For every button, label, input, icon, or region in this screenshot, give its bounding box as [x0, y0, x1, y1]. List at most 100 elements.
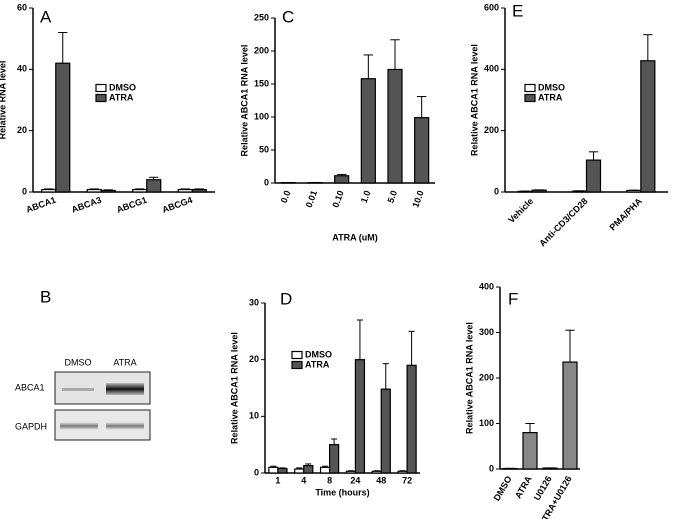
- y-tick-label: 200: [254, 45, 269, 55]
- y-tick-label: 50: [259, 144, 269, 154]
- bar: [41, 188, 57, 193]
- y-tick-label: 400: [479, 281, 494, 291]
- bar: [177, 188, 193, 193]
- bar: [371, 470, 382, 474]
- panel-label: F: [508, 289, 518, 308]
- y-tick-label: 400: [484, 64, 499, 74]
- legend-swatch: [524, 93, 536, 103]
- y-tick-label: 30: [249, 297, 259, 307]
- bar: [387, 68, 403, 184]
- x-tick-label: 4: [301, 475, 306, 485]
- bar: [345, 470, 357, 474]
- x-tick-label: ABCA3: [70, 195, 103, 215]
- bar: [531, 189, 547, 193]
- bar: [360, 78, 376, 184]
- bar: [268, 466, 279, 474]
- y-tick-label: 20: [249, 354, 259, 364]
- y-axis-label: Relative ABCA1 RNA level: [229, 332, 239, 444]
- y-tick-label: 40: [17, 64, 27, 74]
- x-tick-label: 1: [275, 475, 280, 485]
- bar: [86, 188, 102, 193]
- y-tick-label: 0: [22, 186, 27, 196]
- panel-label: A: [40, 7, 52, 26]
- y-tick-label: 250: [254, 12, 269, 22]
- legend-label: DMSO: [305, 349, 332, 359]
- blot-band: [60, 422, 98, 430]
- legend-swatch: [291, 360, 303, 370]
- y-axis-label: Relative ABCA1 RNA level: [464, 322, 474, 434]
- bar: [328, 444, 340, 474]
- blot-band: [62, 388, 94, 391]
- bar: [100, 189, 116, 193]
- panel-label: D: [280, 289, 292, 308]
- legend-swatch: [524, 83, 536, 93]
- x-tick-label: 48: [376, 475, 386, 485]
- legend-swatch: [95, 93, 107, 103]
- x-axis-label: Time (hours): [315, 487, 369, 497]
- x-tick-label: 1.0: [359, 189, 373, 204]
- legend-swatch: [95, 83, 107, 93]
- y-axis-label: Relative ABCA1 RNA level: [469, 44, 479, 156]
- x-tick-label: Vehicle: [506, 196, 535, 225]
- bar: [303, 465, 314, 474]
- bar: [522, 432, 538, 470]
- y-tick-label: 100: [479, 418, 494, 428]
- legend-label: DMSO: [109, 82, 136, 92]
- x-tick-label: 10.0: [410, 189, 425, 209]
- x-tick-label: ATRA: [513, 474, 534, 501]
- bar: [626, 189, 642, 193]
- y-tick-label: 150: [254, 78, 269, 88]
- y-tick-label: 0: [489, 463, 494, 473]
- blot-band: [106, 422, 144, 430]
- bar: [406, 364, 417, 474]
- bar: [562, 361, 578, 470]
- bar: [585, 159, 602, 193]
- x-tick-label: 8: [327, 475, 332, 485]
- x-tick-label: PMA/PHA: [607, 196, 644, 233]
- legend-swatch: [291, 350, 303, 360]
- x-tick-label: 72: [402, 475, 412, 485]
- y-tick-label: 0: [264, 177, 269, 187]
- y-tick-label: 200: [484, 125, 499, 135]
- x-tick-label: 5.0: [385, 189, 399, 204]
- bar: [294, 468, 305, 474]
- x-tick-label: 0.0: [279, 189, 293, 204]
- x-tick-label: Anti-CD3/CD28: [537, 196, 589, 248]
- y-axis-label: Relative RNA level: [0, 61, 7, 140]
- y-tick-label: 0: [254, 467, 259, 477]
- row-label: GAPDH: [15, 421, 47, 431]
- y-tick-label: 300: [479, 327, 494, 337]
- bar: [55, 62, 71, 193]
- blot-band: [106, 383, 144, 395]
- bar: [319, 466, 331, 474]
- bar: [354, 359, 366, 474]
- x-tick-label: 0.10: [330, 189, 345, 209]
- x-tick-label: 0.01: [304, 189, 319, 209]
- x-tick-label: ABCA1: [25, 195, 58, 215]
- lane-label: DMSO: [65, 357, 92, 367]
- legend-label: ATRA: [305, 359, 330, 369]
- bar: [191, 188, 207, 193]
- blot-panel: B DMSO ATRA ABCA1 GAPDH: [15, 287, 151, 441]
- bar: [132, 188, 148, 193]
- panel-label: C: [282, 7, 294, 26]
- x-tick-label: DMSO: [492, 474, 514, 502]
- y-axis-label: Relative ABCA1 RNA level: [239, 45, 249, 157]
- y-tick-label: 20: [17, 125, 27, 135]
- panel-label: B: [40, 287, 51, 306]
- y-tick-label: 100: [254, 111, 269, 121]
- bar: [414, 117, 430, 184]
- x-axis-label: ATRA (uM): [332, 232, 377, 242]
- bar: [146, 179, 162, 193]
- panel-label: E: [512, 1, 523, 20]
- bar: [277, 467, 288, 474]
- legend-label: DMSO: [538, 82, 565, 92]
- x-tick-label: ABCG1: [115, 195, 148, 215]
- x-tick-label: ABCG4: [161, 195, 194, 215]
- y-tick-label: 600: [484, 2, 499, 12]
- y-tick-label: 0: [494, 186, 499, 196]
- bar: [397, 470, 408, 474]
- lane-label: ATRA: [113, 357, 136, 367]
- y-tick-label: 200: [479, 372, 494, 382]
